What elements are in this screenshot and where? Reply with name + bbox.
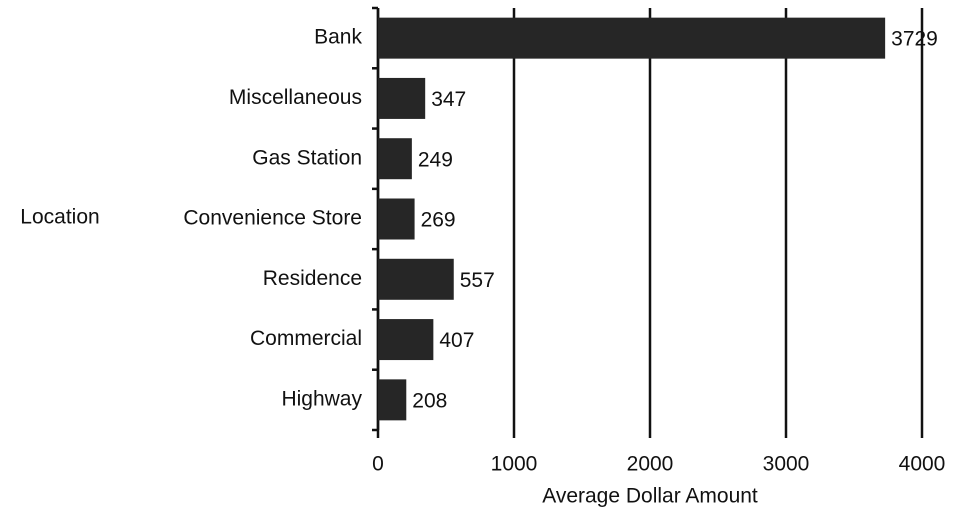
- bar: [378, 198, 415, 240]
- x-axis-label: Average Dollar Amount: [542, 485, 758, 508]
- value-label: 3729: [891, 28, 938, 51]
- y-tick-label: Gas Station: [252, 146, 362, 169]
- value-label: 407: [439, 329, 474, 352]
- x-tick-label: 1000: [491, 453, 538, 476]
- x-tick-label: 3000: [763, 453, 810, 476]
- bar: [378, 17, 886, 59]
- bar: [378, 379, 407, 421]
- x-tick-label: 2000: [627, 453, 674, 476]
- value-label: 347: [431, 88, 466, 111]
- value-label: 557: [460, 269, 495, 292]
- y-tick-label: Miscellaneous: [229, 86, 362, 109]
- y-tick-label: Bank: [314, 26, 362, 49]
- bar: [378, 319, 434, 361]
- x-tick-label: 4000: [899, 453, 946, 476]
- bar: [378, 138, 412, 180]
- bar: [378, 258, 454, 300]
- y-tick-label: Highway: [281, 387, 362, 410]
- value-label: 269: [421, 209, 456, 232]
- value-label: 249: [418, 148, 453, 171]
- y-tick-label: Convenience Store: [183, 207, 362, 230]
- y-axis-label: Location: [20, 206, 99, 229]
- y-tick-label: Commercial: [250, 327, 362, 350]
- x-tick-label: 0: [372, 453, 384, 476]
- value-label: 208: [412, 389, 447, 412]
- y-tick-label: Residence: [263, 267, 362, 290]
- bar: [378, 77, 426, 119]
